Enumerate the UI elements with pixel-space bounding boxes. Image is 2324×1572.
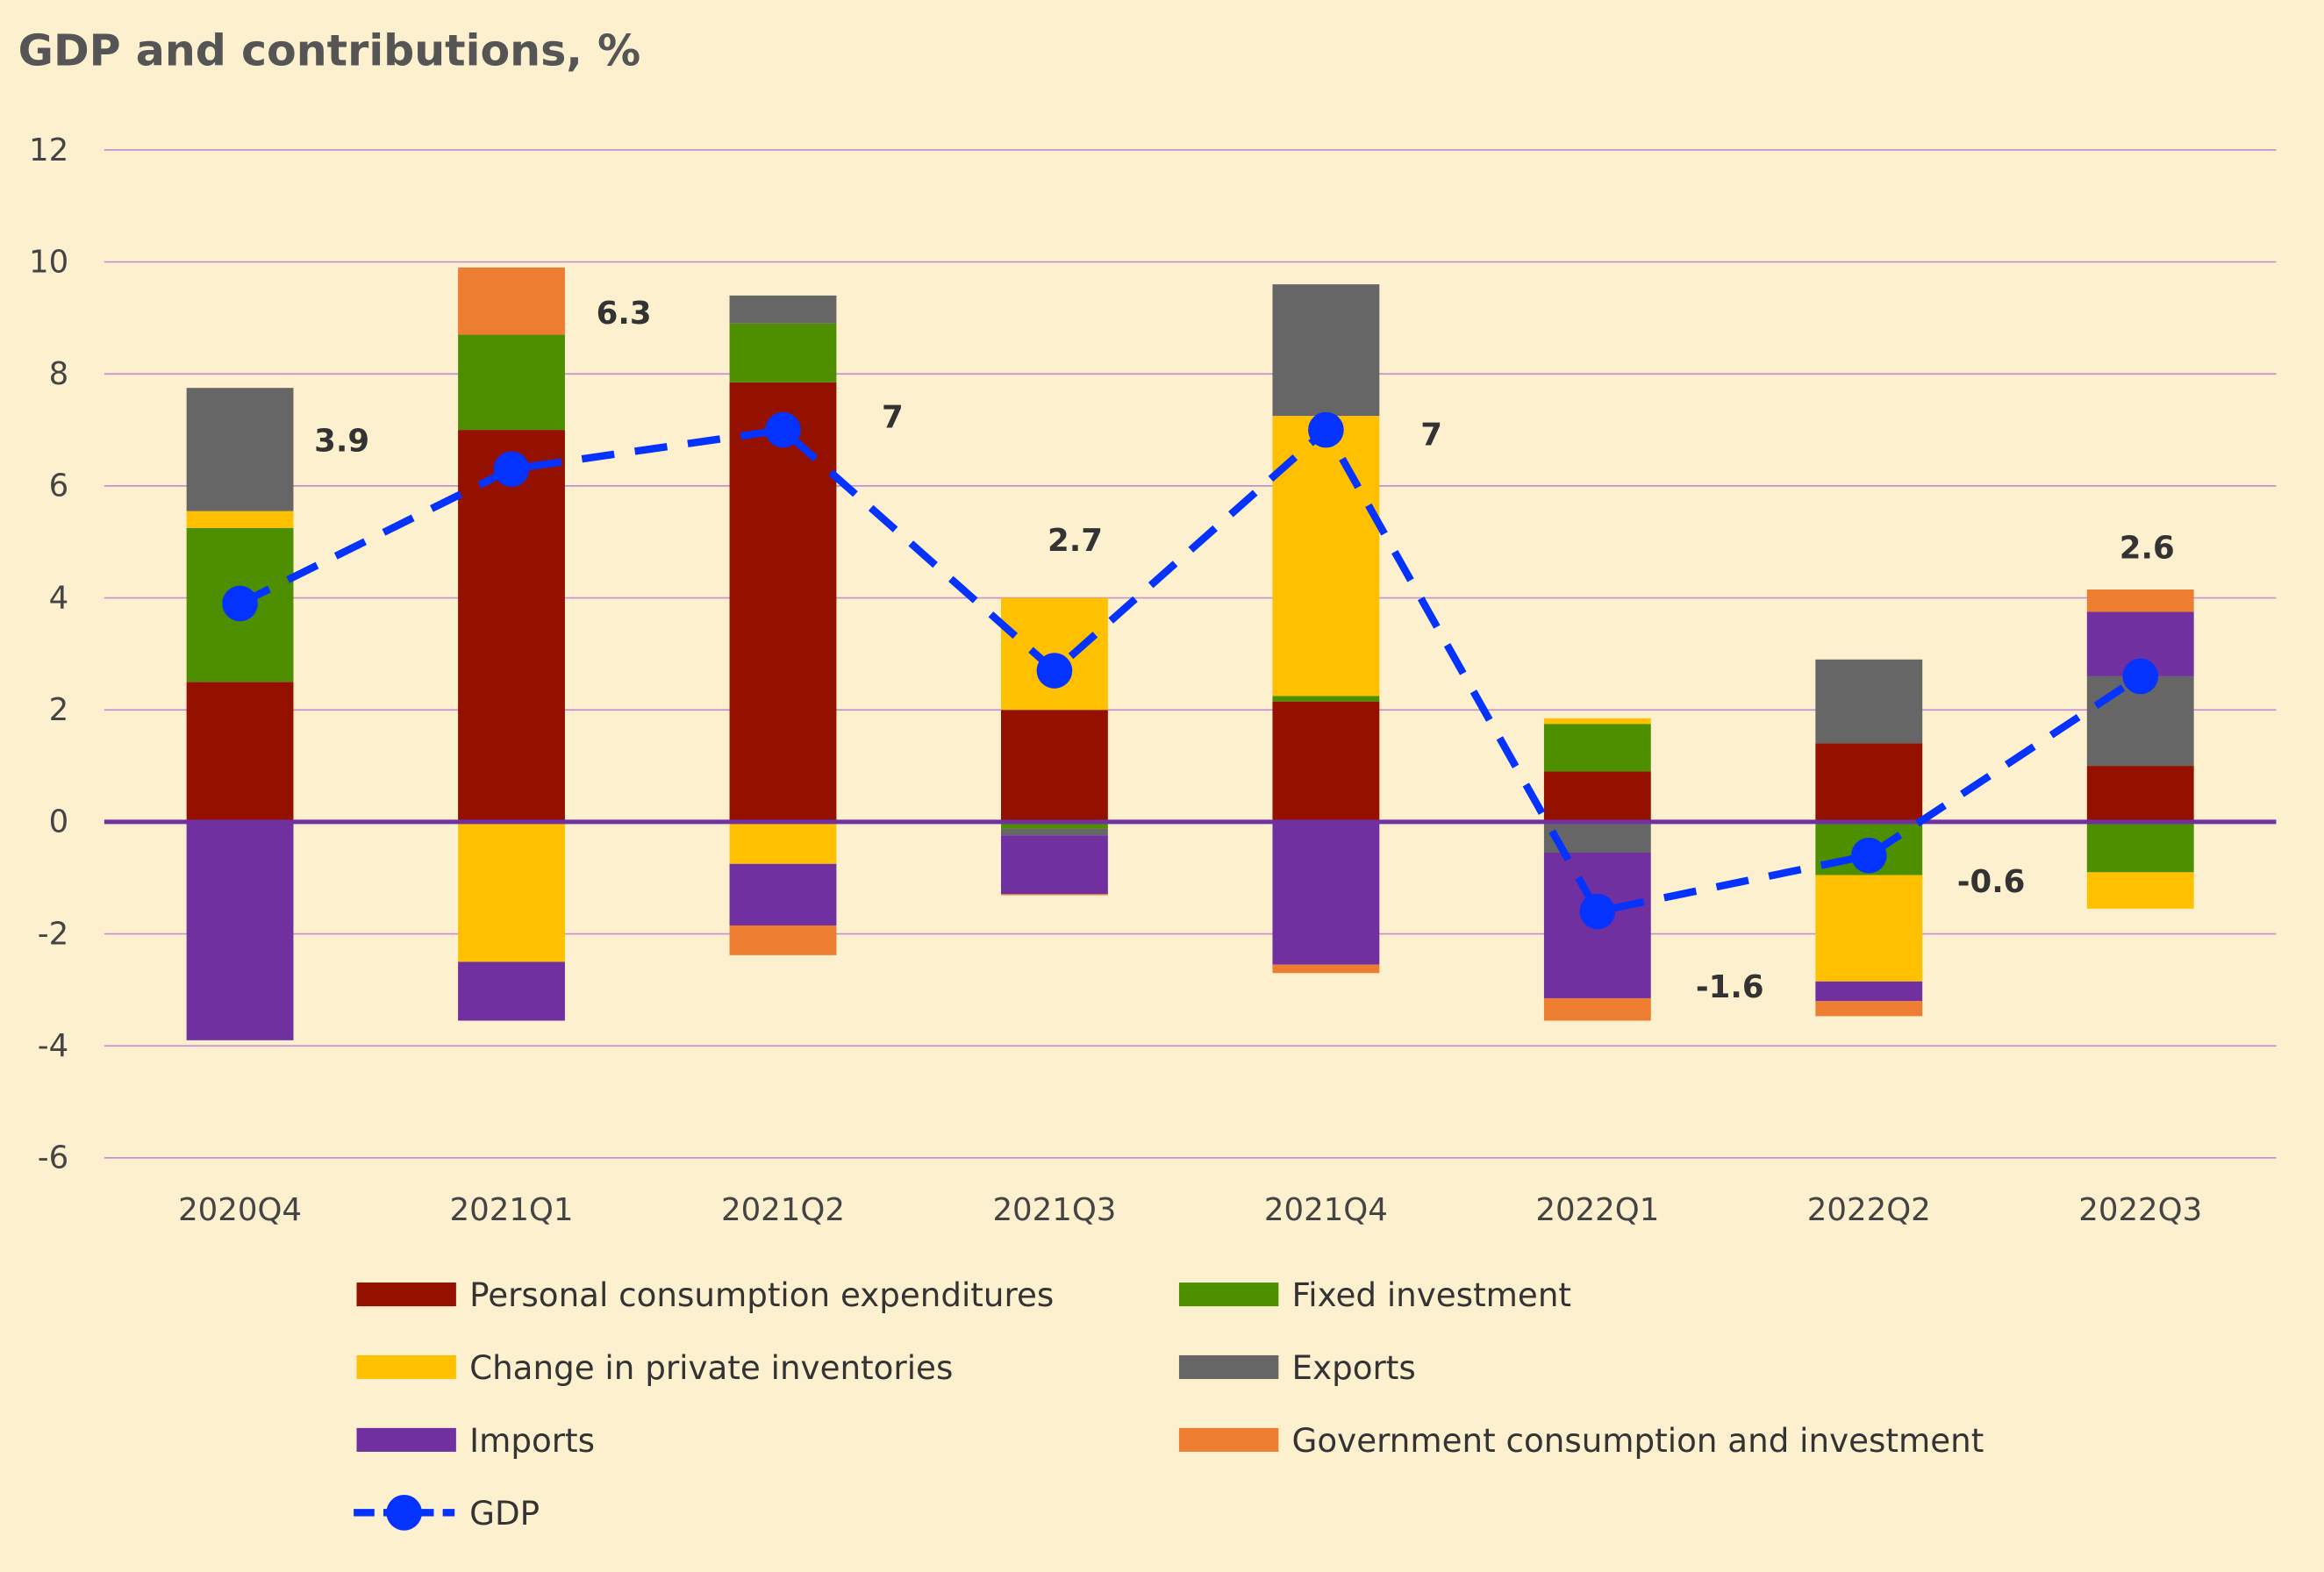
legend-swatch [356, 1427, 456, 1452]
gdp-line [238, 424, 2143, 916]
bar-segment [1543, 718, 1651, 725]
bar-segment [1001, 835, 1108, 895]
gdp-point [765, 411, 801, 448]
x-tick-label: 2021Q4 [1264, 1192, 1388, 1228]
x-tick-label: 2022Q3 [2078, 1192, 2202, 1228]
gdp-data-label: 3.9 [314, 423, 369, 459]
bar-segment [1001, 821, 1108, 829]
y-tick-label: 4 [49, 580, 69, 616]
legend-label: Personal consumption expenditures [469, 1275, 1054, 1314]
legend-swatch [356, 1283, 456, 1307]
y-tick-label: 6 [49, 468, 69, 504]
legend-label: Change in private inventories [469, 1348, 953, 1387]
gdp-data-label: 2.7 [1048, 523, 1103, 559]
x-tick-label: 2021Q3 [992, 1192, 1116, 1228]
bar-segment [458, 267, 565, 335]
bar-segment [1815, 875, 1923, 982]
bar-segment [2086, 766, 2194, 822]
bar-segment [458, 334, 565, 431]
legend-swatch [356, 1354, 456, 1380]
gdp-point [1850, 837, 1887, 874]
legend-gdp-marker [386, 1495, 422, 1531]
gdp-data-label: 2.6 [2120, 530, 2175, 566]
legend-swatch [1178, 1283, 1279, 1307]
gdp-point [222, 585, 258, 622]
bar-segment [1272, 964, 1380, 974]
bar-segment [729, 863, 837, 925]
bar-segment [729, 925, 837, 955]
bar-segment [1272, 416, 1380, 697]
y-tick-label: 0 [49, 804, 69, 840]
y-tick-label: 12 [29, 132, 68, 168]
bar-segment [1543, 771, 1651, 822]
y-tick-label: -6 [38, 1140, 68, 1176]
bar-segment [729, 323, 837, 382]
bar-segment [1001, 710, 1108, 822]
x-tick-label: 2021Q2 [721, 1192, 845, 1228]
bar-segment [1815, 981, 1923, 1002]
x-tick-label: 2022Q2 [1807, 1192, 1931, 1228]
gdp-point [1308, 411, 1344, 448]
bar-segment [1543, 724, 1651, 772]
bar-segment [1815, 659, 1923, 744]
chart-title: GDP and contributions, % [18, 25, 641, 75]
y-tick-label: 2 [49, 692, 69, 728]
y-tick-label: -4 [38, 1028, 68, 1064]
gdp-data-label: 7 [882, 399, 904, 435]
y-tick-label: 10 [29, 244, 68, 280]
bar-segment [729, 295, 837, 324]
bar-segment [1001, 894, 1108, 896]
gdp-point [1579, 893, 1616, 930]
bar-segment [2086, 821, 2194, 873]
legend-label: Fixed investment [1292, 1275, 1571, 1314]
bar-segment [1543, 997, 1651, 1021]
bar-segment [186, 682, 294, 822]
legend-label: Government consumption and investment [1292, 1421, 1984, 1460]
bar-segment [186, 388, 294, 511]
gdp-data-label: 6.3 [597, 296, 652, 332]
gdp-point [493, 451, 530, 488]
bar-segment [458, 430, 565, 822]
bar-segment [1272, 284, 1380, 417]
bar-segment [458, 961, 565, 1021]
bar-segment [1272, 696, 1380, 702]
bar-segment [1815, 743, 1923, 822]
x-tick-label: 2022Q1 [1535, 1192, 1659, 1228]
gdp-point [2122, 658, 2159, 695]
bar-segment [186, 821, 294, 1040]
bar-segment [729, 382, 837, 822]
bar-segment [1001, 828, 1108, 836]
gdp-data-label: -1.6 [1696, 969, 1764, 1005]
bar-segment [458, 821, 565, 962]
gdp-point [1036, 653, 1073, 689]
legend-swatch [1178, 1427, 1279, 1452]
gdp-data-label: -0.6 [1957, 864, 2026, 900]
legend-label: Imports [469, 1421, 595, 1460]
bar-segment [1272, 821, 1380, 965]
bar-segment [1815, 1001, 1923, 1017]
x-tick-label: 2021Q1 [450, 1192, 574, 1228]
bar-segment [2086, 872, 2194, 909]
y-tick-label: 8 [49, 356, 69, 392]
bar-segment [729, 821, 837, 864]
legend-label: GDP [469, 1494, 540, 1533]
bar-segment [186, 511, 294, 528]
bar-segment [2086, 589, 2194, 612]
legend-label: Exports [1292, 1348, 1416, 1387]
gdp-data-label: 7 [1420, 418, 1442, 454]
x-tick-label: 2020Q4 [178, 1192, 302, 1228]
legend-swatch [1178, 1354, 1279, 1380]
y-tick-label: -2 [38, 916, 68, 952]
bar-segment [1272, 701, 1380, 822]
